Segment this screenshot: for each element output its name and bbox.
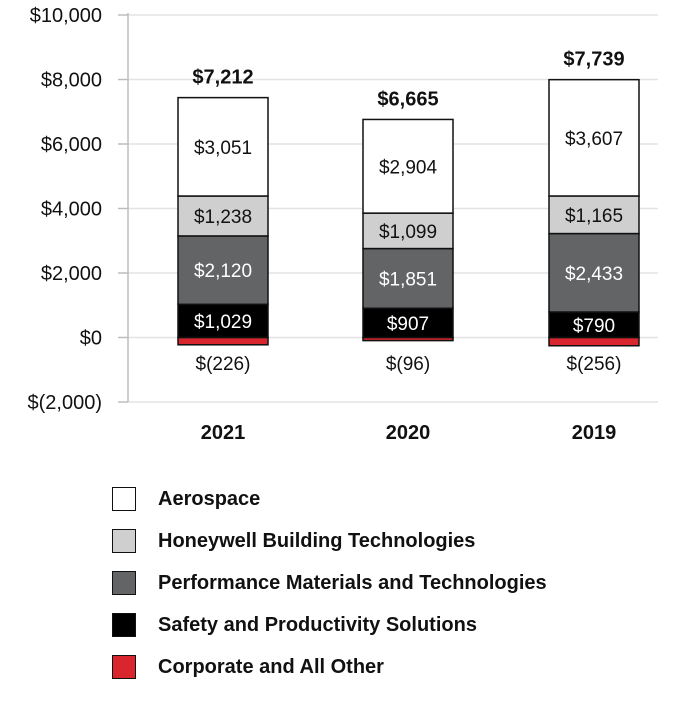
data-label-performance-materials-and-technologies: $2,120 bbox=[194, 261, 252, 282]
total-label: $6,665 bbox=[377, 88, 438, 110]
y-tick-label: $10,000 bbox=[30, 5, 102, 27]
legend-swatch-aerospace bbox=[112, 487, 136, 511]
data-label-honeywell-building-technologies: $1,238 bbox=[194, 207, 252, 228]
x-tick-label: 2020 bbox=[386, 422, 431, 444]
data-label-safety-and-productivity-solutions: $790 bbox=[573, 316, 615, 337]
legend: Aerospace Honeywell Building Technologie… bbox=[112, 478, 547, 688]
bar-segment-safety-and-productivity-solutions bbox=[177, 303, 269, 339]
legend-item-performance-materials: Performance Materials and Technologies bbox=[112, 562, 547, 604]
y-tick-label: $4,000 bbox=[41, 199, 102, 221]
data-label-aerospace: $3,051 bbox=[194, 138, 252, 159]
legend-item-corporate-other: Corporate and All Other bbox=[112, 646, 547, 688]
y-tick-label: $(2,000) bbox=[28, 392, 103, 414]
data-label-performance-materials-and-technologies: $2,433 bbox=[565, 264, 623, 285]
x-tick-label: 2019 bbox=[572, 422, 617, 444]
legend-swatch-safety-productivity bbox=[112, 613, 136, 637]
data-label-safety-and-productivity-solutions: $1,029 bbox=[194, 312, 252, 333]
data-label-safety-and-productivity-solutions: $907 bbox=[387, 314, 429, 335]
x-tick-label: 2021 bbox=[201, 422, 246, 444]
data-label-corporate-other: $(256) bbox=[567, 354, 622, 375]
bar-segment-honeywell-building-technologies bbox=[362, 212, 454, 250]
legend-item-building-technologies: Honeywell Building Technologies bbox=[112, 520, 547, 562]
data-label-honeywell-building-technologies: $1,099 bbox=[379, 222, 437, 243]
y-tick-label: $6,000 bbox=[41, 134, 102, 156]
y-tick-label: $8,000 bbox=[41, 70, 102, 92]
legend-item-safety-productivity: Safety and Productivity Solutions bbox=[112, 604, 547, 646]
total-label: $7,739 bbox=[563, 49, 624, 71]
legend-swatch-corporate-other bbox=[112, 655, 136, 679]
legend-label-safety-productivity: Safety and Productivity Solutions bbox=[158, 613, 477, 636]
legend-swatch-performance-materials bbox=[112, 571, 136, 595]
legend-label-aerospace: Aerospace bbox=[158, 487, 261, 510]
data-label-performance-materials-and-technologies: $1,851 bbox=[379, 269, 437, 290]
data-label-aerospace: $3,607 bbox=[565, 129, 623, 150]
bar-segment-corporate-other bbox=[548, 336, 640, 347]
legend-item-aerospace: Aerospace bbox=[112, 478, 547, 520]
bar-segment-honeywell-building-technologies bbox=[548, 195, 640, 235]
bar-segment-performance-materials-and-technologies bbox=[177, 235, 269, 306]
bar-segment-aerospace bbox=[362, 118, 454, 214]
data-label-honeywell-building-technologies: $1,165 bbox=[565, 206, 623, 227]
bar-segment-performance-materials-and-technologies bbox=[362, 247, 454, 309]
stacked-bar-chart: $(2,000) $0 $2,000 $4,000 $6,000 $8,000 $10,00… bbox=[28, 5, 658, 444]
bar-segment-corporate-other bbox=[177, 336, 269, 346]
bar-segment-honeywell-building-technologies bbox=[177, 195, 269, 237]
legend-label-performance-materials: Performance Materials and Technologies bbox=[158, 571, 547, 594]
legend-label-corporate-other: Corporate and All Other bbox=[158, 655, 384, 678]
y-tick-label: $2,000 bbox=[41, 263, 102, 285]
total-label: $7,212 bbox=[192, 67, 253, 89]
bar-segment-safety-and-productivity-solutions bbox=[548, 311, 640, 339]
data-label-corporate-other: $(226) bbox=[196, 354, 251, 375]
y-tick-label: $0 bbox=[80, 328, 102, 350]
legend-label-building-technologies: Honeywell Building Technologies bbox=[158, 529, 476, 552]
data-label-aerospace: $2,904 bbox=[379, 157, 438, 178]
bar-segment-performance-materials-and-technologies bbox=[548, 232, 640, 313]
bar-segment-aerospace bbox=[177, 96, 269, 197]
bar-segment-aerospace bbox=[548, 78, 640, 197]
legend-swatch-building-technologies bbox=[112, 529, 136, 553]
data-label-corporate-other: $(96) bbox=[386, 354, 430, 375]
